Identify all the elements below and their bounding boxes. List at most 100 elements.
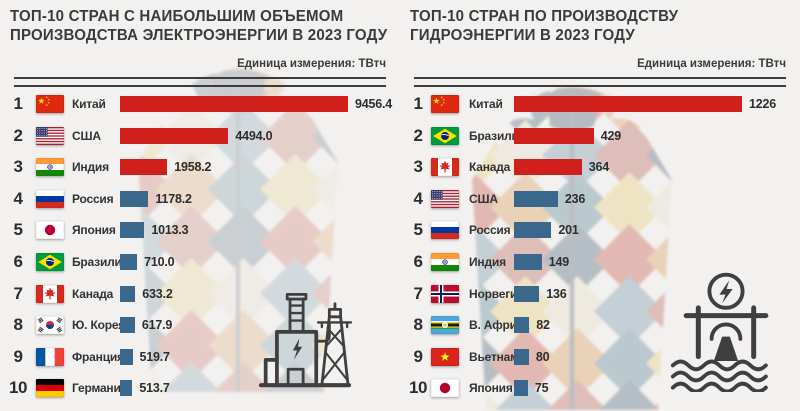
- value-bar: [120, 317, 135, 334]
- rank-label: 2: [413, 125, 423, 145]
- value-label: 364: [588, 160, 609, 175]
- country-label: Канада: [72, 286, 114, 301]
- japan-flag-icon: [36, 221, 64, 240]
- chart-row: 7 Канада 633.2: [0, 278, 400, 310]
- value-label: 201: [558, 223, 579, 238]
- russia-flag-icon: [36, 189, 64, 208]
- value-label: 236: [564, 191, 586, 206]
- chart-row: 1 Китай 1226: [400, 88, 800, 120]
- value-label: 136: [546, 286, 567, 301]
- hydropower-icon: [664, 268, 788, 392]
- chart-title-line-2: ПРОИЗВОДСТВА ЭЛЕКТРОЭНЕРГИИ В 2023 ГОДУ: [10, 27, 388, 44]
- china-flag-icon: [431, 95, 459, 113]
- country-label: Германия: [72, 381, 128, 396]
- value-bar: [514, 254, 542, 270]
- rank-label: 7: [13, 283, 23, 303]
- value-bar: [514, 96, 742, 112]
- france-flag-icon: [36, 347, 64, 366]
- chart-row: 8 Ю. Корея 617.9: [0, 309, 400, 341]
- chart-row: 5 Россия 201: [400, 214, 800, 246]
- country-label: Индия: [469, 255, 506, 269]
- rank-label: 3: [13, 157, 23, 177]
- value-label: 1226: [749, 97, 777, 111]
- value-bar: [120, 190, 149, 207]
- country-label: Норвегия: [469, 286, 524, 301]
- chart-row: 3 Канада 364: [400, 151, 800, 183]
- country-label: Япония: [72, 223, 116, 238]
- rank-label: 1: [13, 94, 23, 113]
- rank-label: 10: [409, 378, 427, 398]
- south-korea-flag-icon: [36, 316, 64, 335]
- value-label: 75: [534, 381, 549, 396]
- chart-title: ТОП-10 СТРАН С НАИБОЛЬШИМ ОБЪЕМОМ ПРОИЗВ…: [10, 7, 387, 45]
- china-flag-icon: [36, 95, 64, 113]
- value-label: 519.7: [139, 349, 170, 364]
- chart-row: 1 Китай 9456.4: [0, 88, 400, 120]
- chart-title-line-1: ТОП-10 СТРАН ПО ПРОИЗВОДСТВУ: [410, 8, 679, 25]
- chart-row: 7 Норвегия 136: [400, 278, 800, 310]
- east-africa-flag-icon: [431, 316, 459, 335]
- value-label: 4494.0: [235, 128, 273, 143]
- chart-row: 2 Бразилия 429: [400, 120, 800, 152]
- vietnam-flag-icon: [431, 347, 459, 366]
- country-label: Китай: [469, 97, 503, 111]
- chart-row: 10 Германия 513.7: [0, 372, 400, 404]
- value-bar: [514, 317, 530, 334]
- rank-label: 2: [13, 125, 23, 145]
- country-label: Вьетнам: [469, 349, 519, 364]
- chart-row: 3 Индия 1958.2: [0, 151, 400, 183]
- value-label: 1178.2: [155, 191, 192, 206]
- value-label: 1958.2: [174, 160, 212, 175]
- country-label: Индия: [72, 160, 109, 175]
- value-bar: [514, 285, 540, 302]
- value-label: 710.0: [144, 255, 175, 269]
- chart-row: 9 Вьетнам 80: [400, 341, 800, 373]
- divider-line: [14, 77, 386, 87]
- country-label: Канада: [469, 160, 511, 175]
- country-label: Бразилия: [72, 255, 129, 269]
- bar-rows: 1 Китай 1226 2 Бразилия 429 3 Канада 364 4 США 236 5…: [400, 88, 800, 406]
- value-bar: [120, 222, 145, 239]
- chart-row: 10 Япония 75: [400, 372, 800, 404]
- rank-label: 4: [413, 188, 423, 208]
- chart-row: 4 Россия 1178.2: [0, 183, 400, 215]
- india-flag-icon: [431, 253, 459, 271]
- country-label: США: [469, 191, 498, 206]
- country-label: Ю. Корея: [72, 318, 126, 333]
- country-label: Россия: [72, 191, 114, 206]
- value-bar: [120, 285, 136, 302]
- chart-row: 5 Япония 1013.3: [0, 214, 400, 246]
- value-label: 513.7: [139, 381, 170, 396]
- norway-flag-icon: [431, 284, 459, 303]
- value-label: 82: [536, 318, 550, 333]
- value-bar: [514, 190, 558, 207]
- usa-flag-icon: [431, 189, 459, 208]
- divider-line: [414, 77, 786, 87]
- rank-label: 6: [413, 252, 423, 271]
- value-label: 149: [548, 255, 569, 269]
- chart-title-line-1: ТОП-10 СТРАН С НАИБОЛЬШИМ ОБЪЕМОМ: [10, 8, 344, 25]
- chart-row: 9 Франция 519.7: [0, 341, 400, 373]
- rank-label: 8: [13, 315, 23, 335]
- rank-label: 5: [13, 220, 23, 240]
- value-label: 429: [600, 128, 622, 143]
- power-plant-icon: [258, 285, 352, 388]
- value-bar: [514, 127, 594, 144]
- usa-flag-icon: [36, 126, 64, 145]
- value-label: 633.2: [142, 286, 173, 301]
- country-label: Китай: [72, 97, 106, 111]
- value-label: 1013.3: [151, 223, 189, 238]
- germany-flag-icon: [36, 379, 64, 398]
- rank-label: 4: [13, 188, 23, 208]
- country-label: Япония: [469, 381, 513, 396]
- brazil-flag-icon: [36, 253, 64, 271]
- chart-title-line-2: ГИДРОЭНЕРГИИ В 2023 ГОДУ: [410, 27, 635, 44]
- india-flag-icon: [36, 158, 64, 177]
- chart-row: 2 США 4494.0: [0, 120, 400, 152]
- chart-title: ТОП-10 СТРАН ПО ПРОИЗВОДСТВУ ГИДРОЭНЕРГИ…: [410, 7, 678, 45]
- rank-label: 6: [13, 252, 23, 271]
- rank-label: 8: [413, 315, 423, 335]
- chart-row: 4 США 236: [400, 183, 800, 215]
- canada-flag-icon: [36, 284, 64, 303]
